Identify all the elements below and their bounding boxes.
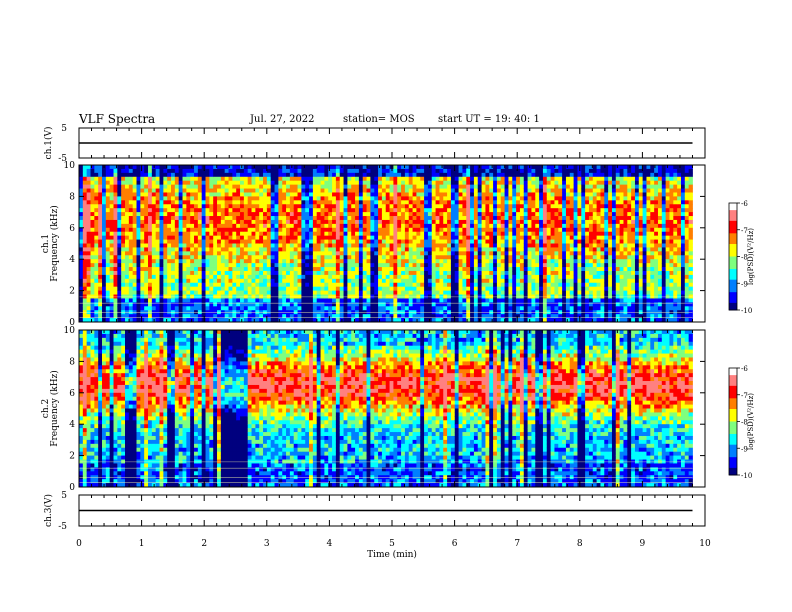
- x-tick-label: 8: [577, 539, 583, 549]
- ch1-spectrogram-ylabel: ch.1: [41, 234, 51, 253]
- ch2-spectrogram-ylabel: Frequency (kHz): [49, 370, 60, 447]
- ch2-spectrogram-ytick-label: 8: [69, 357, 75, 367]
- ch1-spectrogram-colorbar-tick-label: -8: [741, 254, 748, 262]
- ch1-signal-ylabel: ch.1(V): [43, 127, 54, 160]
- x-axis-label: Time (min): [367, 549, 417, 560]
- x-tick-label: 10: [699, 539, 711, 549]
- ch1-spectrogram-colorbar: [728, 202, 740, 311]
- ch1-spectrogram-colorbar-tick-label: -10: [741, 307, 752, 315]
- ch1-spectrogram-colorbar-label: log(PSD)(V²/Hz): [747, 228, 755, 285]
- x-tick-label: 2: [201, 539, 207, 549]
- ch1-spectrogram-ylabel: Frequency (kHz): [49, 205, 60, 282]
- chart-title: VLF Spectra: [79, 112, 156, 126]
- ch1-signal-ytick-label: 5: [61, 124, 67, 134]
- ch2-spectrogram-ytick-label: 0: [69, 483, 75, 493]
- ch2-spectrogram-ytick-label: 6: [69, 389, 75, 399]
- ch2-spectrogram-colorbar-tick-label: -9: [741, 445, 748, 453]
- x-tick-label: 9: [640, 539, 646, 549]
- ch3-signal-ylabel: ch.3(V): [43, 494, 54, 527]
- ch2-spectrogram-ytick-label: 10: [64, 326, 76, 336]
- ch2-spectrogram-ytick-label: 2: [69, 452, 75, 462]
- ch1-spectrogram-colorbar-tick-label: -6: [741, 200, 748, 208]
- ch1-spectrogram-ytick-label: 10: [64, 161, 76, 171]
- x-tick-label: 4: [327, 539, 333, 549]
- x-tick-label: 6: [452, 539, 458, 549]
- station-label: station= MOS: [343, 114, 415, 125]
- x-tick-label: 1: [139, 539, 145, 549]
- ch2-spectrogram-ylabel: ch.2: [41, 399, 51, 418]
- ch1-spectrogram-ytick-label: 8: [69, 192, 75, 202]
- start-time-label: start UT = 19: 40: 1: [438, 114, 540, 125]
- ch1-spectrogram-ytick-label: 2: [69, 287, 75, 297]
- ch2-spectrogram-colorbar-label: log(PSD)(V²/Hz): [747, 393, 755, 450]
- ch3-signal-ytick-label: 5: [61, 491, 67, 501]
- ch2-spectrogram-colorbar-tick-label: -8: [741, 419, 748, 427]
- ch1-spectrogram-ytick-label: 4: [69, 255, 75, 265]
- x-tick-label: 0: [76, 539, 82, 549]
- x-tick-label: 3: [264, 539, 270, 549]
- ch1-spectrogram-colorbar-tick-label: -7: [741, 227, 748, 235]
- ch2-spectrogram-colorbar-tick-label: -10: [741, 472, 752, 480]
- date-label: Jul. 27, 2022: [250, 114, 315, 125]
- ch2-spectrogram-colorbar-tick-label: -6: [741, 365, 748, 373]
- ch2-spectrogram-image: [79, 330, 693, 488]
- ch1-spectrogram-ytick-label: 0: [69, 318, 75, 328]
- ch1-spectrogram-ytick-label: 6: [69, 224, 75, 234]
- ch1-spectrogram-image: [79, 165, 693, 323]
- ch3-signal-ytick-label: -5: [58, 522, 67, 532]
- ch1-signal-ytick-label: -5: [58, 154, 67, 164]
- ch2-spectrogram-colorbar: [728, 367, 740, 476]
- ch2-spectrogram-ytick-label: 4: [69, 420, 75, 430]
- x-tick-label: 5: [389, 539, 395, 549]
- ch2-spectrogram-colorbar-tick-label: -7: [741, 392, 748, 400]
- ch1-spectrogram-colorbar-tick-label: -9: [741, 280, 748, 288]
- x-tick-label: 7: [514, 539, 520, 549]
